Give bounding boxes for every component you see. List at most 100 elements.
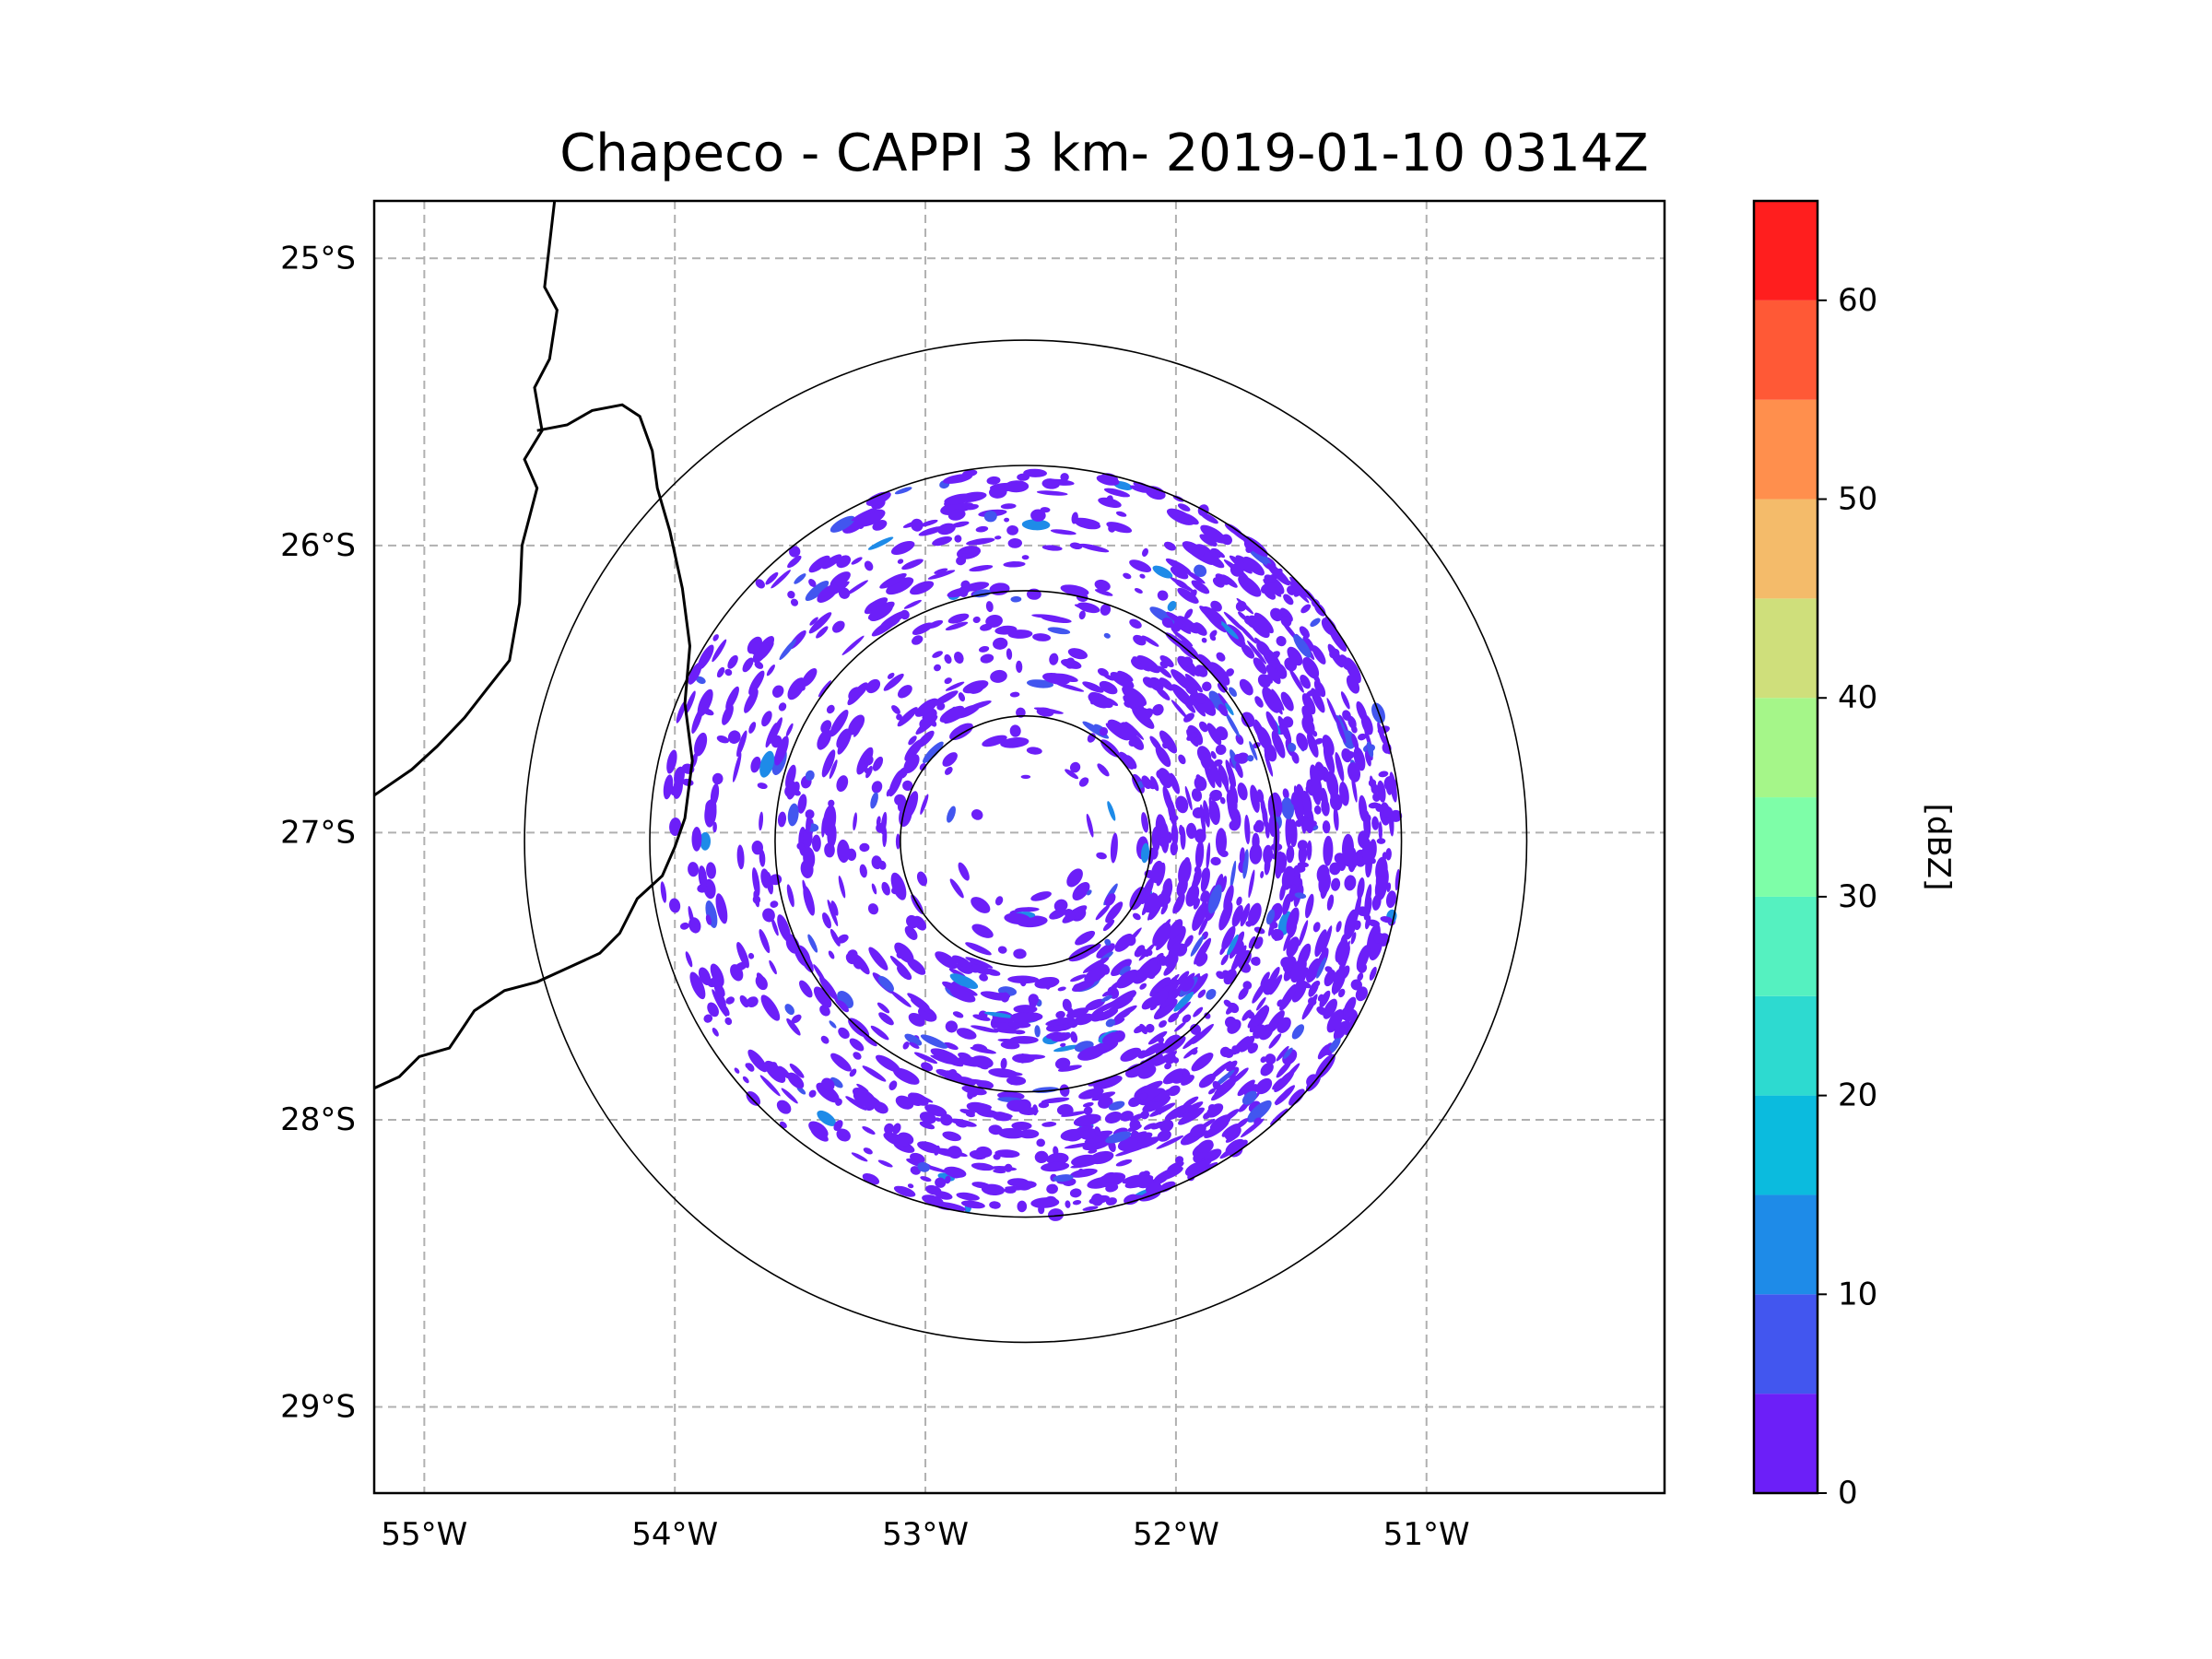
echo-cell (778, 702, 787, 712)
echo-cell (1070, 1031, 1078, 1043)
echo-cell (920, 794, 929, 815)
echo-cell (1236, 896, 1242, 906)
echo-cell (993, 637, 1008, 650)
echo-cell (787, 1072, 805, 1089)
echo-cell (1271, 695, 1283, 715)
echo-cell (990, 669, 1007, 683)
echo-cell (712, 821, 717, 833)
echo-cell (1046, 1152, 1069, 1166)
echo-cell (1364, 750, 1371, 767)
echo-cell (997, 946, 1007, 954)
echo-cell (807, 934, 818, 953)
echo-cell (1293, 793, 1304, 822)
echo-cell (1109, 990, 1135, 1007)
echo-cell (1322, 820, 1331, 834)
echo-cell (803, 828, 813, 848)
echo-cell (1170, 841, 1179, 856)
echo-cell (1006, 561, 1019, 568)
echo-cell (1329, 793, 1343, 811)
echo-cell (770, 900, 779, 908)
echo-cell (769, 1062, 778, 1071)
echo-cell (1300, 604, 1312, 614)
echo-cell (666, 749, 677, 774)
echo-cell (1215, 573, 1230, 585)
echo-cell (892, 1123, 901, 1135)
echo-cell (771, 685, 784, 698)
echo-cell (811, 834, 821, 853)
echo-cell (1254, 696, 1264, 708)
echo-cell (1206, 842, 1211, 870)
echo-cell (808, 555, 830, 573)
echo-cell (1162, 739, 1172, 749)
echo-cell (1142, 547, 1148, 558)
echo-cell (1184, 785, 1193, 811)
echo-cell (808, 579, 817, 587)
echo-cell (1253, 1024, 1266, 1039)
echo-cell (1289, 576, 1311, 599)
echo-cell (688, 917, 701, 934)
echo-cell (1373, 933, 1385, 944)
echo-cell (1302, 656, 1320, 679)
echo-cell (1072, 1200, 1082, 1206)
echo-cell (909, 1041, 920, 1049)
echo-cell (785, 764, 796, 790)
echo-cell (1288, 818, 1298, 848)
echo-cell (1163, 541, 1176, 551)
echo-cell (1314, 929, 1327, 958)
colorbar: 0 10 20 30 40 50 60 [dBZ] (1752, 199, 1957, 1512)
echo-cell (786, 884, 794, 908)
echo-cell (836, 1128, 851, 1142)
echo-cell (1268, 651, 1280, 661)
echo-cell (1204, 1120, 1230, 1139)
echo-cell (1265, 665, 1281, 685)
echo-cell (1206, 723, 1222, 746)
echo-cell (1120, 1047, 1142, 1062)
echo-cell (994, 535, 1002, 540)
echo-cell (1159, 677, 1174, 691)
echo-cell (877, 975, 895, 992)
echo-cell (809, 617, 818, 626)
echo-cell (1266, 1010, 1285, 1034)
echo-cell (1000, 503, 1017, 510)
echo-cell (1288, 1088, 1305, 1106)
echo-cell (951, 955, 972, 969)
lon-tick-label: 53°W (882, 1516, 969, 1553)
echo-cell (943, 1041, 959, 1051)
echo-cell (1177, 587, 1199, 604)
echo-cell (1286, 936, 1300, 958)
echo-cell (961, 548, 978, 554)
echo-cell (1331, 877, 1341, 891)
echo-cell (1175, 795, 1189, 814)
echo-cell (1366, 924, 1381, 954)
echo-cell (1157, 590, 1169, 601)
echo-cell (1034, 976, 1060, 989)
echo-cell (1204, 1012, 1211, 1019)
echo-cell (1198, 721, 1208, 733)
echo-cell (940, 1113, 953, 1126)
echo-cell (1280, 616, 1292, 628)
echo-cell (787, 555, 802, 569)
echo-cell (1268, 967, 1280, 985)
echo-cell (1168, 919, 1183, 940)
echo-cell (923, 741, 944, 764)
echo-cell (1088, 1078, 1107, 1087)
echo-cell (1013, 948, 1027, 959)
echo-cell (1152, 703, 1164, 716)
echo-cell (784, 784, 796, 798)
echo-cell (1198, 915, 1209, 935)
echo-cell (919, 718, 931, 729)
echo-cell (1074, 517, 1100, 526)
echo-cell (857, 509, 886, 527)
echo-cell (1236, 597, 1254, 615)
echo-cell (1194, 622, 1206, 631)
echo-cell (883, 1132, 909, 1147)
echo-cell (803, 869, 808, 877)
echo-cell (1069, 542, 1083, 550)
echo-cell (935, 1117, 942, 1122)
echo-cell (1190, 935, 1205, 957)
echo-cell (1149, 1102, 1176, 1117)
echo-cell (1182, 1096, 1199, 1108)
lat-tick-label: 26°S (280, 527, 356, 564)
echo-cell (1207, 1061, 1231, 1081)
